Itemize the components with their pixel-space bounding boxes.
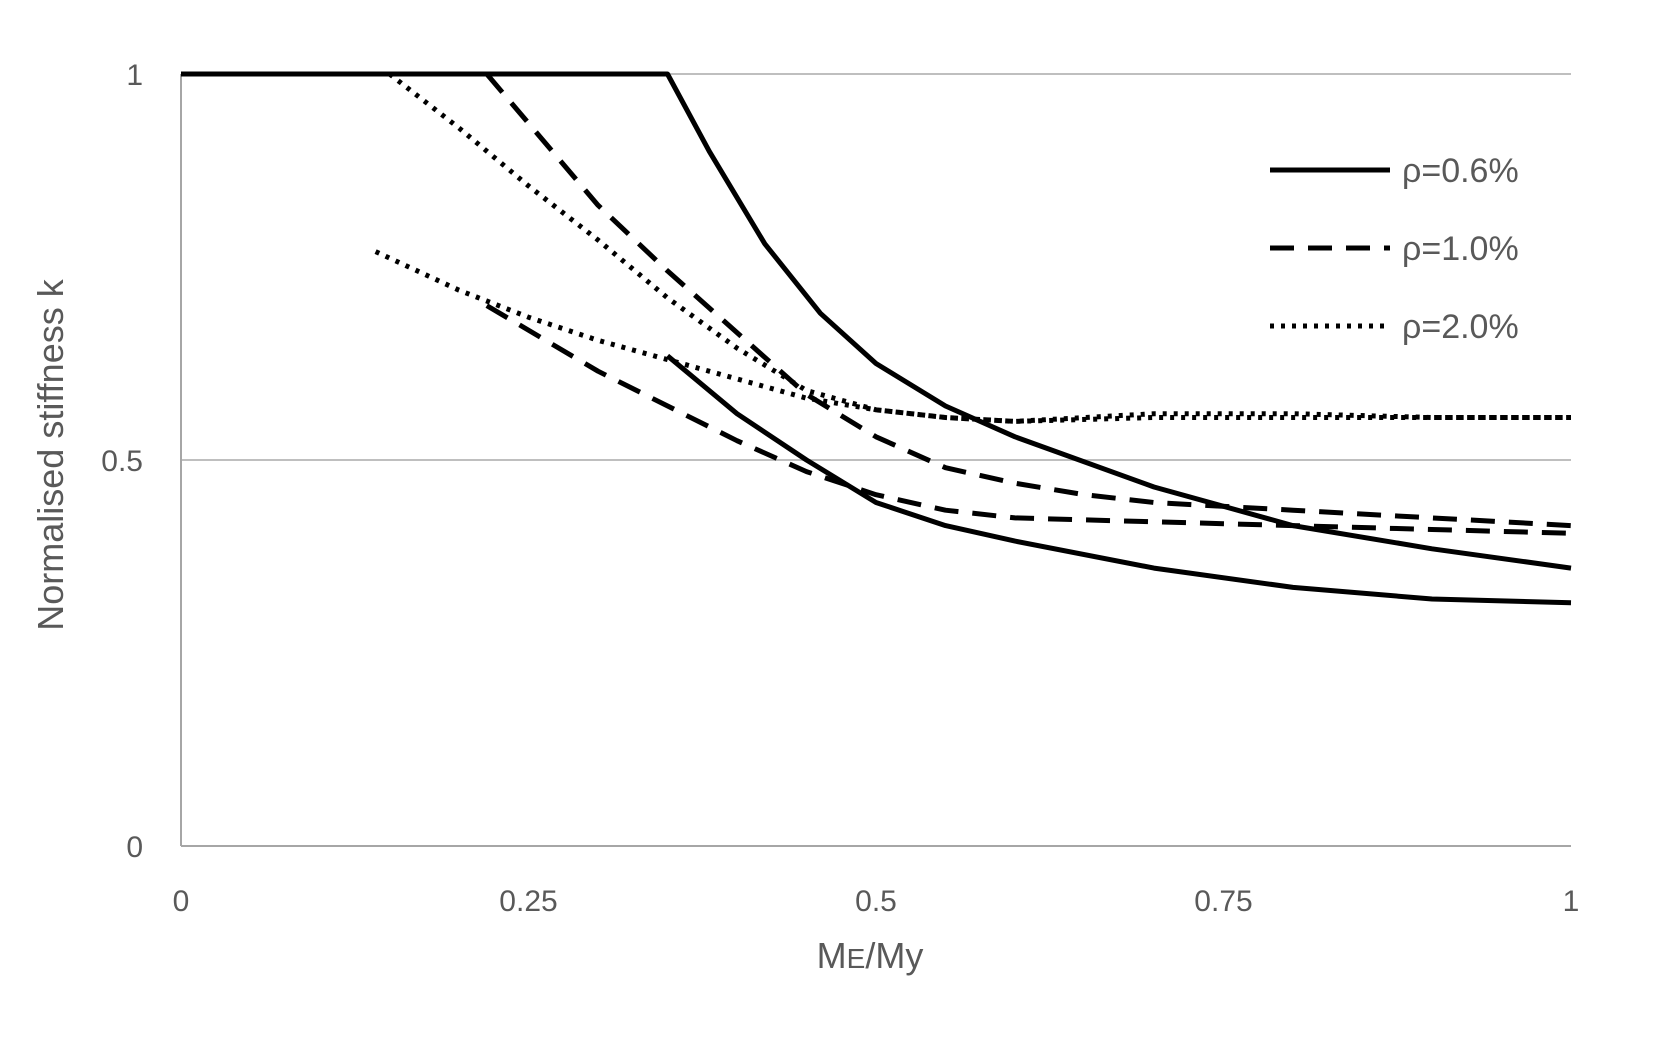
x-axis-title-subscript: E (847, 943, 866, 974)
x-tick-label-4: 1 (1563, 885, 1580, 918)
x-axis-title: ME/My (817, 935, 924, 976)
y-tick-label-1: 0.5 (101, 445, 143, 478)
x-tick-label-0: 0 (173, 885, 190, 918)
axes (180, 74, 1571, 847)
x-tick-label-1: 0.25 (499, 885, 557, 918)
series-lines (181, 71, 1572, 606)
x-axis-title-rest: /My (865, 935, 923, 976)
series-line-dashed-3 (485, 303, 1572, 536)
x-tick-label-2: 0.5 (855, 885, 897, 918)
series-line-solid-0 (181, 71, 1572, 571)
legend-label-rho-1-0: ρ=1.0% (1402, 230, 1519, 268)
tick-labels: 0 0.5 1 0 0.25 0.5 0.75 1 (101, 59, 1579, 918)
series-line-dashed-2 (484, 72, 1572, 529)
y-axis-title: Normalised stiffness k (30, 278, 71, 630)
gridlines (181, 73, 1571, 461)
x-axis-title-main: M (817, 935, 847, 976)
series-line-dotted-5 (374, 249, 1571, 424)
y-tick-label-2: 1 (126, 59, 143, 92)
series-line-dotted-4 (387, 72, 1571, 424)
x-tick-label-3: 0.75 (1194, 885, 1252, 918)
series-line-solid-1 (665, 353, 1572, 606)
legend-label-rho-0-6: ρ=0.6% (1402, 152, 1519, 190)
y-tick-label-0: 0 (126, 831, 143, 864)
legend-label-rho-2-0: ρ=2.0% (1402, 308, 1519, 346)
legend: ρ=0.6% ρ=1.0% ρ=2.0% (1270, 152, 1519, 346)
